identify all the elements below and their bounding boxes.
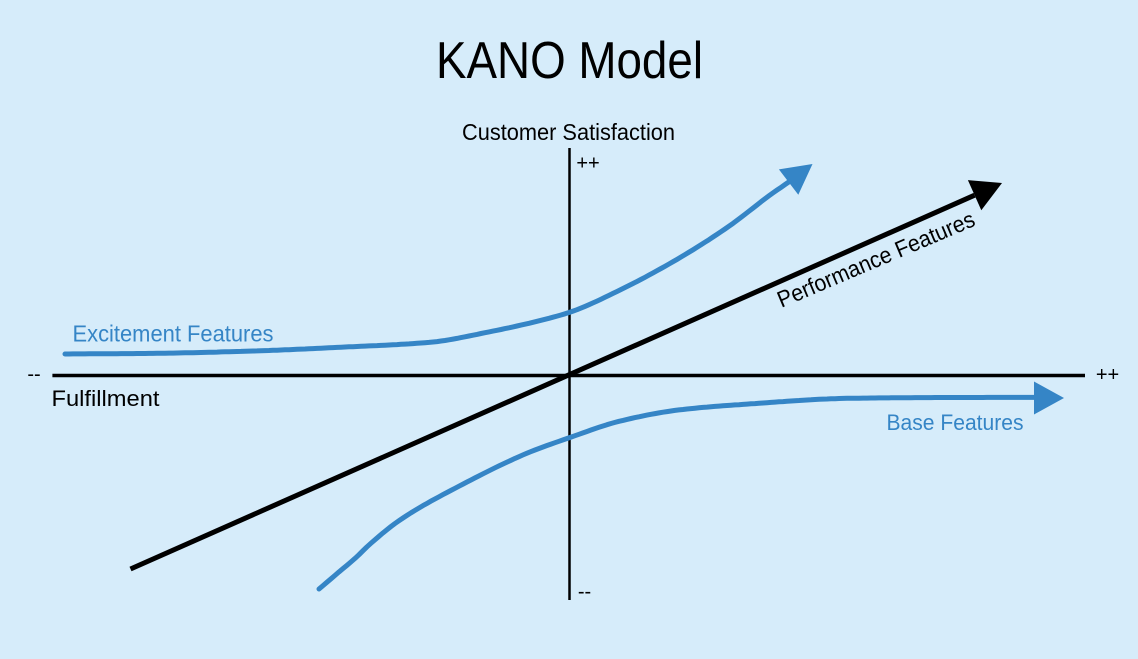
svg-text:--: -- [578, 581, 591, 603]
svg-text:Fulfillment: Fulfillment [52, 386, 160, 411]
svg-text:KANO Model: KANO Model [436, 32, 703, 90]
svg-text:++: ++ [576, 153, 599, 175]
svg-text:++: ++ [1096, 364, 1119, 386]
svg-text:Base Features: Base Features [887, 410, 1024, 435]
svg-text:Excitement Features: Excitement Features [73, 321, 274, 347]
svg-text:--: -- [27, 364, 40, 386]
svg-text:Customer Satisfaction: Customer Satisfaction [462, 119, 675, 145]
